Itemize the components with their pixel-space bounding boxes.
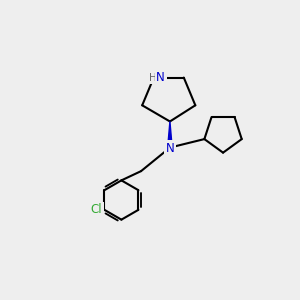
Text: N: N bbox=[156, 71, 165, 84]
Text: Cl: Cl bbox=[91, 203, 102, 216]
Text: N: N bbox=[166, 142, 174, 154]
Text: H: H bbox=[149, 73, 157, 82]
Polygon shape bbox=[168, 122, 172, 148]
